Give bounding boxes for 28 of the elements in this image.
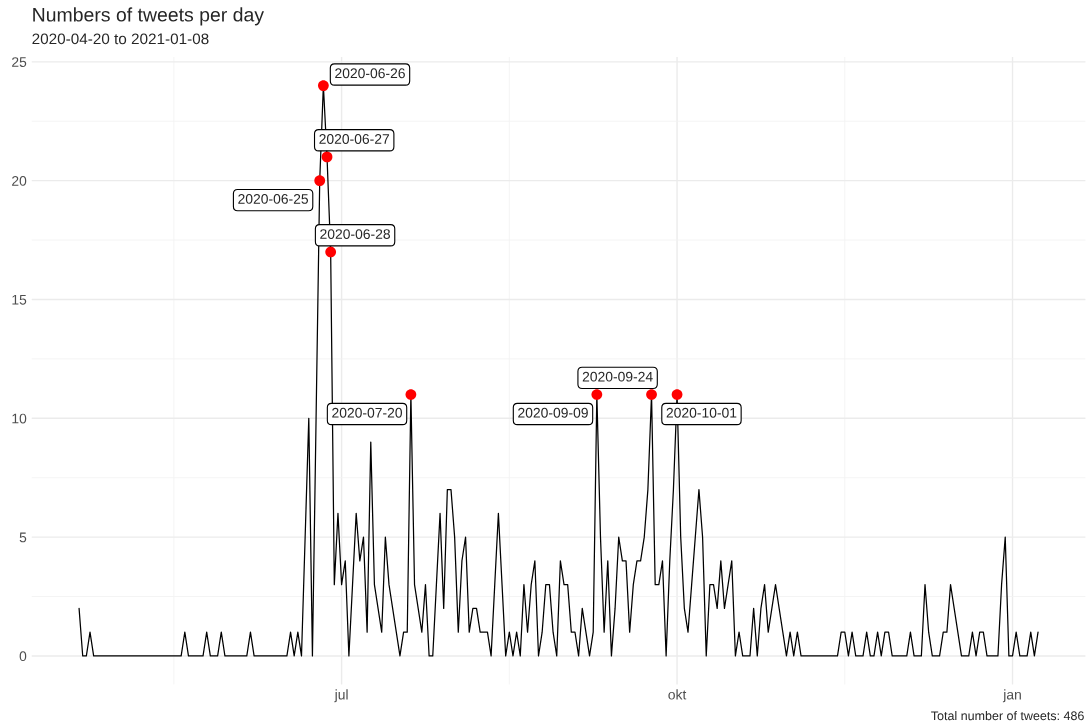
annotation: 2020-10-01 — [666, 407, 737, 418]
y-tick-label: 20 — [12, 175, 27, 186]
text: Total number of tweets: 486 — [931, 710, 1084, 721]
y-tick-label: 25 — [12, 57, 27, 67]
y-tick-label: 10 — [12, 413, 27, 424]
point — [671, 389, 683, 400]
chart-subtitle: 2020-04-20 to 2021-01-08 — [32, 33, 209, 45]
point — [321, 151, 333, 163]
point — [325, 246, 337, 258]
annotation: 2020-06-27 — [319, 134, 390, 144]
annotation: 2020-06-25 — [238, 193, 309, 204]
annotation: 2020-06-26 — [335, 68, 405, 79]
point — [314, 175, 326, 187]
y-tick-label: 15 — [12, 294, 27, 305]
y-tick-label: 0 — [19, 651, 27, 662]
x-tick-label: jan — [1002, 689, 1021, 703]
point — [405, 389, 417, 400]
annotation: 2020-06-28 — [320, 229, 390, 240]
point — [317, 80, 329, 91]
annotation: 2020-09-24 — [582, 371, 653, 382]
annotation: 2020-09-09 — [518, 407, 588, 418]
annotation: 2020-07-20 — [332, 407, 403, 418]
x-tick-label: jul — [334, 689, 348, 703]
point — [646, 389, 657, 400]
chart-title: Numbers of tweets per day — [33, 7, 264, 26]
y-tick-label: 5 — [19, 532, 27, 543]
point — [591, 389, 603, 400]
x-tick-label: okt — [668, 689, 687, 700]
